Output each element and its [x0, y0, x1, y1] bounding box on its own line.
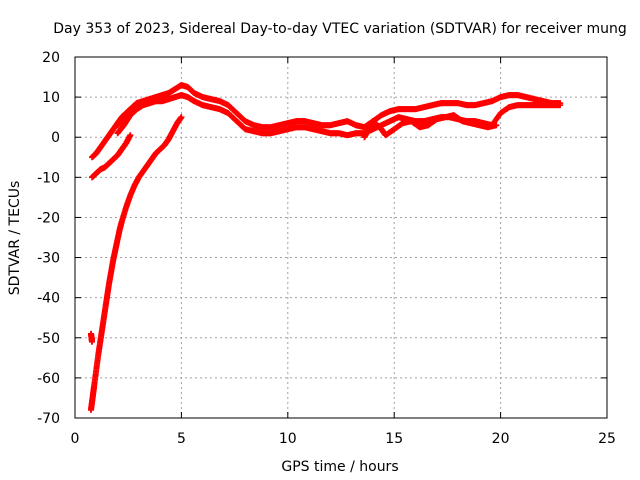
y-tick-label: -40 [37, 291, 60, 307]
series-isolated-early-points [87, 330, 96, 345]
data-point-marker [127, 132, 134, 139]
data-point-marker [89, 338, 96, 345]
chart-title: Day 353 of 2023, Sidereal Day-to-day VTE… [53, 21, 627, 37]
y-tick-label: -20 [37, 210, 60, 226]
x-tick-label: 25 [598, 431, 616, 447]
data-points [87, 82, 564, 413]
series-main-track-upper [114, 82, 564, 131]
data-point-marker [493, 122, 500, 129]
x-tick-label: 15 [385, 431, 403, 447]
x-tick-label: 20 [492, 431, 510, 447]
x-tick-label: 10 [279, 431, 297, 447]
y-tick-label: 20 [42, 50, 60, 66]
x-tick-label: 0 [71, 431, 80, 447]
series-deep-recovery-track [87, 114, 185, 413]
y-tick-label: -30 [37, 251, 60, 267]
y-tick-label: 0 [51, 130, 60, 146]
y-tick-label: 10 [42, 90, 60, 106]
y-tick-label: -70 [37, 411, 60, 427]
y-tick-label: -60 [37, 371, 60, 387]
x-axis-label: GPS time / hours [281, 459, 398, 475]
y-tick-label: -50 [37, 331, 60, 347]
plot-frame [74, 56, 608, 419]
data-point-marker [557, 102, 564, 109]
x-tick-label: 5 [177, 431, 186, 447]
series-late-dip-track [361, 112, 500, 141]
x-axis-ticks: 0 5 10 15 20 25 [71, 57, 616, 447]
y-tick-label: -10 [37, 170, 60, 186]
y-axis-ticks: -70 -60 -50 -40 -30 -20 -10 0 10 20 [37, 50, 607, 427]
data-point-marker [178, 114, 185, 121]
grid-lines [75, 57, 607, 418]
series-lower-start-track [89, 132, 134, 181]
y-axis-label: SDTVAR / TECUs [7, 181, 23, 296]
